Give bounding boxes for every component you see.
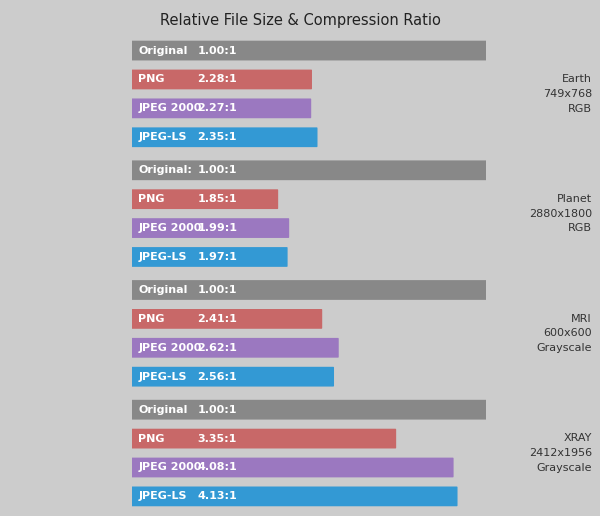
- Text: XRAY
2412x1956
Grayscale: XRAY 2412x1956 Grayscale: [529, 433, 592, 473]
- Text: Earth
749x768
RGB: Earth 749x768 RGB: [542, 74, 592, 114]
- Text: Original:: Original:: [138, 165, 192, 175]
- Text: 3.35:1: 3.35:1: [197, 433, 236, 444]
- Text: PNG: PNG: [138, 314, 165, 324]
- FancyBboxPatch shape: [131, 309, 322, 329]
- Text: JPEG-LS: JPEG-LS: [138, 372, 187, 382]
- FancyBboxPatch shape: [131, 429, 396, 448]
- Text: 2.41:1: 2.41:1: [197, 314, 237, 324]
- Text: JPEG-LS: JPEG-LS: [138, 252, 187, 262]
- Text: Original: Original: [138, 285, 188, 295]
- Text: JPEG 2000: JPEG 2000: [138, 223, 202, 233]
- Text: MRI
600x600
Grayscale: MRI 600x600 Grayscale: [536, 314, 592, 353]
- Text: JPEG 2000: JPEG 2000: [138, 103, 202, 114]
- Text: 4.13:1: 4.13:1: [197, 491, 237, 502]
- Text: 1.00:1: 1.00:1: [197, 45, 237, 56]
- FancyBboxPatch shape: [131, 160, 487, 180]
- FancyBboxPatch shape: [131, 280, 487, 300]
- Text: Relative File Size & Compression Ratio: Relative File Size & Compression Ratio: [160, 13, 440, 28]
- Text: PNG: PNG: [138, 74, 165, 85]
- FancyBboxPatch shape: [131, 127, 317, 147]
- Text: 2.35:1: 2.35:1: [197, 132, 237, 142]
- Text: 2.62:1: 2.62:1: [197, 343, 237, 353]
- Text: Planet
2880x1800
RGB: Planet 2880x1800 RGB: [529, 194, 592, 233]
- FancyBboxPatch shape: [131, 367, 334, 386]
- Text: 1.00:1: 1.00:1: [197, 405, 237, 415]
- FancyBboxPatch shape: [131, 400, 487, 420]
- Text: JPEG 2000: JPEG 2000: [138, 343, 202, 353]
- FancyBboxPatch shape: [131, 70, 312, 89]
- Text: 1.00:1: 1.00:1: [197, 165, 237, 175]
- Text: Original: Original: [138, 405, 188, 415]
- Text: 2.27:1: 2.27:1: [197, 103, 237, 114]
- FancyBboxPatch shape: [131, 458, 454, 477]
- Text: JPEG-LS: JPEG-LS: [138, 491, 187, 502]
- Text: 1.00:1: 1.00:1: [197, 285, 237, 295]
- Text: 1.85:1: 1.85:1: [197, 194, 237, 204]
- FancyBboxPatch shape: [131, 338, 339, 358]
- FancyBboxPatch shape: [131, 99, 311, 118]
- Text: 4.08:1: 4.08:1: [197, 462, 237, 473]
- Text: 1.99:1: 1.99:1: [197, 223, 237, 233]
- FancyBboxPatch shape: [131, 218, 289, 238]
- Text: 2.56:1: 2.56:1: [197, 372, 237, 382]
- FancyBboxPatch shape: [131, 41, 487, 60]
- Text: 1.97:1: 1.97:1: [197, 252, 237, 262]
- Text: JPEG-LS: JPEG-LS: [138, 132, 187, 142]
- Text: JPEG 2000: JPEG 2000: [138, 462, 202, 473]
- Text: PNG: PNG: [138, 194, 165, 204]
- Text: PNG: PNG: [138, 433, 165, 444]
- FancyBboxPatch shape: [131, 189, 278, 209]
- FancyBboxPatch shape: [131, 247, 287, 267]
- Text: 2.28:1: 2.28:1: [197, 74, 237, 85]
- FancyBboxPatch shape: [131, 487, 458, 506]
- Text: Original: Original: [138, 45, 188, 56]
